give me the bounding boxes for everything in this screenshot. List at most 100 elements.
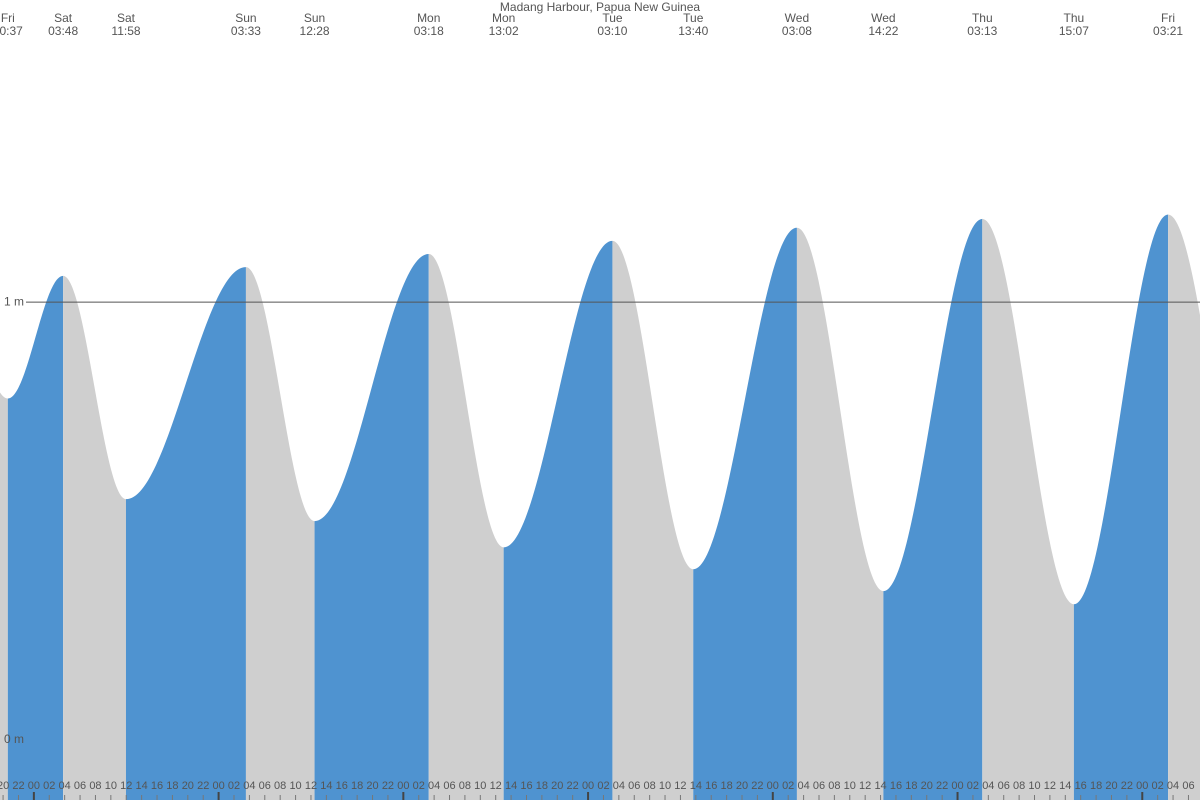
x-tick-label: 12 (859, 780, 871, 792)
x-tick-label: 02 (967, 780, 979, 792)
x-tick-label: 10 (844, 780, 856, 792)
x-tick-label: 16 (890, 780, 902, 792)
x-tick-label: 22 (1121, 780, 1133, 792)
x-tick-label: 16 (1075, 780, 1087, 792)
x-tick-label: 06 (1182, 780, 1194, 792)
extreme-time: 12:28 (300, 24, 330, 38)
x-tick-label: 12 (305, 780, 317, 792)
chart-title: Madang Harbour, Papua New Guinea (500, 0, 700, 14)
x-tick-label: 00 (767, 780, 779, 792)
overlay: 0 m1 m20 22 00 02 04 06 08 10 12 14 16 18 20 22 00 02 04… (0, 11, 1200, 800)
falling-area (63, 275, 126, 800)
extreme-day: Thu (1064, 11, 1085, 25)
x-tick-label: 00 (582, 780, 594, 792)
x-tick-label: 14 (1059, 780, 1071, 792)
tide-area-edge (0, 392, 8, 800)
falling-area (428, 253, 504, 800)
extreme-day: Thu (972, 11, 993, 25)
x-tick-label: 22 (567, 780, 579, 792)
extreme-day: Mon (492, 11, 515, 25)
rising-area (314, 253, 429, 800)
x-tick-label: 20 (551, 780, 563, 792)
extreme-day: Sat (117, 11, 136, 25)
x-tick-label: 20 (1105, 780, 1117, 792)
x-tick-label: 12 (674, 780, 686, 792)
x-tick-label: 20 (0, 780, 9, 792)
x-tick-label: 04 (613, 780, 625, 792)
x-tick-label: 12 (1044, 780, 1056, 792)
x-tick-label: 06 (259, 780, 271, 792)
x-tick-label: 10 (474, 780, 486, 792)
x-tick-label: 18 (720, 780, 732, 792)
x-tick-label: 14 (874, 780, 886, 792)
x-tick-label: 22 (382, 780, 394, 792)
x-tick-label: 08 (828, 780, 840, 792)
x-tick-label: 16 (151, 780, 163, 792)
falling-area (796, 227, 884, 800)
rising-area (883, 218, 983, 800)
x-tick-label: 02 (43, 780, 55, 792)
x-tick-label: 12 (120, 780, 132, 792)
x-tick-label: 22 (936, 780, 948, 792)
extreme-time: 03:33 (231, 24, 261, 38)
x-tick-label: 18 (1090, 780, 1102, 792)
extreme-time: 11:58 (111, 24, 140, 38)
extreme-time: 15:07 (1059, 24, 1089, 38)
x-tick-label: 22 (751, 780, 763, 792)
extreme-time: 03:18 (414, 24, 444, 38)
x-tick-label: 18 (351, 780, 363, 792)
extreme-time: 14:22 (868, 24, 898, 38)
x-tick-label: 10 (289, 780, 301, 792)
x-tick-label: 10 (1028, 780, 1040, 792)
extreme-day: Mon (417, 11, 440, 25)
x-tick-label: 14 (690, 780, 702, 792)
x-tick-label: 00 (212, 780, 224, 792)
x-tick-label: 08 (459, 780, 471, 792)
x-tick-label: 02 (1152, 780, 1164, 792)
x-tick-label: 22 (12, 780, 24, 792)
x-tick-label: 20 (366, 780, 378, 792)
falling-area (982, 218, 1074, 800)
extreme-day: Fri (1, 11, 15, 25)
tide-areas (0, 214, 1200, 800)
rising-area (7, 275, 64, 800)
x-tick-label: 14 (320, 780, 332, 792)
rising-area (125, 267, 246, 800)
rising-area (1073, 214, 1169, 800)
extreme-time: 13:40 (678, 24, 708, 38)
extreme-day: Wed (785, 11, 809, 25)
x-tick-label: 04 (428, 780, 440, 792)
x-tick-label: 12 (490, 780, 502, 792)
x-tick-label: 22 (197, 780, 209, 792)
x-tick-label: 00 (1136, 780, 1148, 792)
x-tick-label: 06 (74, 780, 86, 792)
y-tick-label: 1 m (4, 294, 24, 308)
x-tick-label: 18 (536, 780, 548, 792)
extreme-time: 03:13 (967, 24, 997, 38)
x-tick-label: 04 (1167, 780, 1179, 792)
extreme-time: 03:08 (782, 24, 812, 38)
extreme-day: Sun (304, 11, 325, 25)
extreme-day: Sun (235, 11, 256, 25)
x-tick-label: 06 (443, 780, 455, 792)
rising-area (503, 240, 613, 800)
x-tick-label: 08 (274, 780, 286, 792)
extreme-day: Tue (683, 11, 704, 25)
x-tick-label: 18 (166, 780, 178, 792)
falling-area (612, 240, 694, 800)
x-tick-label: 16 (705, 780, 717, 792)
x-tick-label: 06 (628, 780, 640, 792)
x-tick-label: 20 (736, 780, 748, 792)
x-tick-label: 04 (243, 780, 255, 792)
extreme-time: 20:37 (0, 24, 23, 38)
falling-area (245, 267, 315, 800)
x-tick-label: 04 (982, 780, 994, 792)
x-tick-label: 18 (905, 780, 917, 792)
x-tick-label: 02 (413, 780, 425, 792)
x-tick-label: 06 (998, 780, 1010, 792)
x-tick-label: 20 (921, 780, 933, 792)
extreme-day: Sat (54, 11, 73, 25)
x-tick-label: 14 (136, 780, 148, 792)
x-tick-label: 04 (797, 780, 809, 792)
